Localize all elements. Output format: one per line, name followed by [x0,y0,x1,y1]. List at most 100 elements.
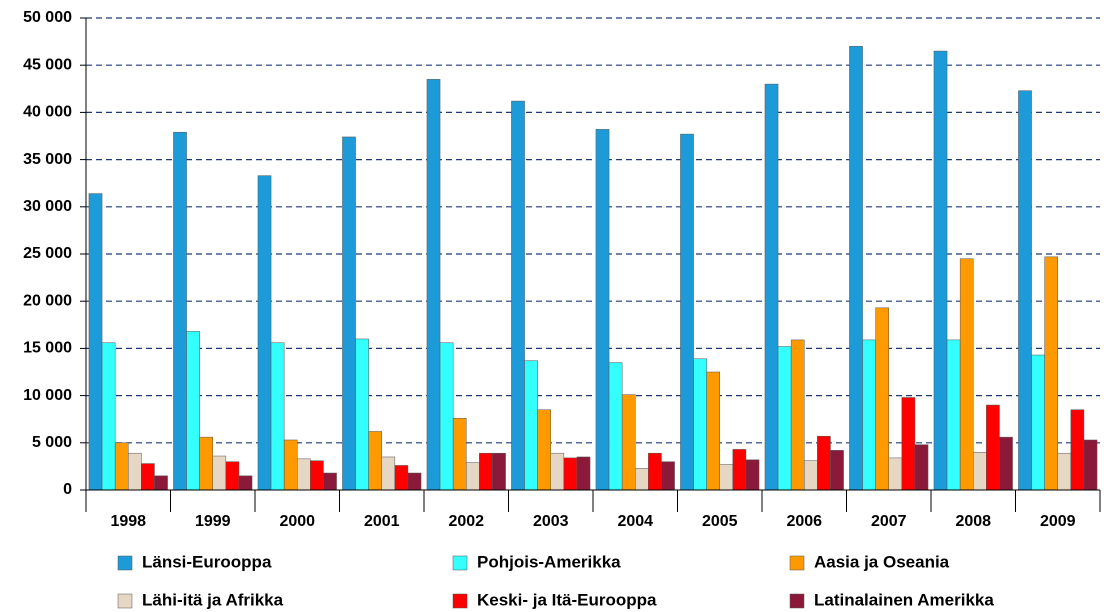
bar [830,450,844,491]
bar [381,456,396,491]
bar [173,131,187,491]
bar [114,442,129,491]
x-tick-label: 2003 [533,513,569,530]
bar [635,468,649,491]
bar [973,451,987,491]
bar [790,339,805,491]
legend-label: Lähi-itä ja Afrikka [142,590,284,609]
bar [186,331,200,491]
bar [595,129,610,491]
bar [680,133,694,491]
bar [128,452,142,491]
bar [479,452,493,491]
bar [946,339,961,491]
bar [439,342,454,491]
bar [283,439,298,491]
bar [537,409,552,491]
bar [875,307,890,491]
legend-swatch [789,593,805,609]
bar [693,358,707,491]
bar [101,342,116,491]
bar [511,100,525,491]
bar [492,452,506,491]
x-tick-label: 2002 [448,513,484,530]
x-tick-label: 2006 [786,513,822,530]
bar [901,397,916,491]
bar [706,371,721,491]
bar [1057,452,1072,491]
bar [576,456,591,491]
bar [661,461,675,491]
bar [1044,256,1058,491]
y-tick-label: 45 000 [23,56,72,73]
x-tick-label: 2008 [955,513,991,530]
legend-label: Keski- ja Itä-Eurooppa [477,590,657,609]
bar [732,449,747,491]
x-tick-label: 2004 [617,513,653,530]
bar [154,475,168,491]
bar [550,452,565,491]
y-tick-label: 0 [63,481,72,498]
bar [999,436,1013,491]
bar [199,436,213,491]
x-tick-label: 1999 [195,513,231,530]
bar [1018,90,1032,491]
x-tick-label: 2001 [364,513,400,530]
bar [297,458,311,491]
y-tick-label: 25 000 [23,245,72,262]
bar [621,394,636,491]
legend-swatch [117,555,133,571]
bar [914,444,929,491]
y-tick-label: 15 000 [23,340,72,357]
bar [764,83,779,491]
bar [804,460,818,491]
bar [1070,409,1085,491]
bar [1083,439,1098,491]
bar [849,46,863,491]
x-tick-label: 2009 [1040,513,1076,530]
bar [426,79,441,491]
bar [524,360,538,491]
bar [719,464,734,491]
bar [257,175,272,491]
legend-swatch [117,593,133,609]
bar [608,362,623,491]
x-tick-label: 2007 [871,513,907,530]
bar [212,455,227,491]
bar [88,193,103,491]
y-tick-label: 5 000 [32,434,72,451]
bar [342,136,356,491]
bar [888,457,903,491]
x-tick-label: 1998 [110,513,146,530]
bar [368,431,382,491]
y-tick-label: 20 000 [23,292,72,309]
legend-swatch [452,555,468,571]
bar [270,342,285,491]
legend-label: Pohjois-Amerikka [477,552,621,571]
bar [745,459,760,491]
bar [1031,354,1045,491]
bar [466,462,480,491]
bar [452,418,467,491]
bar [862,339,876,491]
bar [986,404,1000,491]
bar [777,346,792,491]
bar [323,472,337,491]
bar [355,338,369,491]
bar [933,50,948,491]
y-tick-label: 50 000 [23,9,72,26]
y-tick-label: 30 000 [23,198,72,215]
y-tick-label: 10 000 [23,387,72,404]
bar [394,465,409,491]
bar [407,472,422,491]
legend-swatch [452,593,468,609]
bar [959,258,974,491]
legend-label: Länsi-Eurooppa [142,552,272,571]
bar [563,457,578,491]
x-tick-label: 2000 [279,513,315,530]
legend-label: Aasia ja Oseania [814,552,950,571]
bar [817,435,831,491]
legend-label: Latinalainen Amerikka [814,590,994,609]
bar [238,475,253,491]
